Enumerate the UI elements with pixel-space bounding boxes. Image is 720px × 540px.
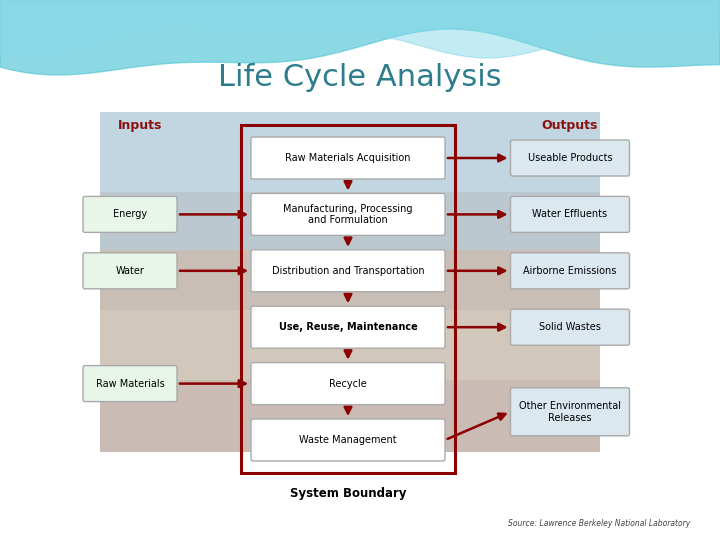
FancyBboxPatch shape: [251, 137, 445, 179]
Text: Other Environmental
Releases: Other Environmental Releases: [519, 401, 621, 423]
Bar: [241, 125, 455, 473]
Bar: [100, 250, 600, 310]
FancyBboxPatch shape: [251, 193, 445, 235]
FancyBboxPatch shape: [510, 140, 629, 176]
Text: Source: Lawrence Berkeley National Laboratory: Source: Lawrence Berkeley National Labor…: [508, 519, 690, 528]
FancyBboxPatch shape: [83, 197, 177, 232]
FancyBboxPatch shape: [83, 253, 177, 289]
FancyBboxPatch shape: [510, 197, 629, 232]
FancyBboxPatch shape: [510, 309, 629, 345]
FancyBboxPatch shape: [83, 366, 177, 402]
Text: System Boundary: System Boundary: [289, 487, 406, 500]
Text: Recycle: Recycle: [329, 379, 367, 389]
FancyBboxPatch shape: [510, 253, 629, 289]
Bar: [100, 310, 600, 380]
Text: Raw Materials Acquisition: Raw Materials Acquisition: [285, 153, 410, 163]
Text: Energy: Energy: [113, 210, 147, 219]
Text: Solid Wastes: Solid Wastes: [539, 322, 601, 332]
FancyBboxPatch shape: [251, 250, 445, 292]
Text: Outputs: Outputs: [542, 119, 598, 132]
Bar: [100, 192, 600, 250]
Text: Useable Products: Useable Products: [528, 153, 612, 163]
Text: Use, Reuse, Maintenance: Use, Reuse, Maintenance: [279, 322, 418, 332]
Text: Water: Water: [116, 266, 145, 276]
Text: Life Cycle Analysis: Life Cycle Analysis: [218, 64, 502, 92]
Text: Manufacturing, Processing
and Formulation: Manufacturing, Processing and Formulatio…: [283, 204, 413, 225]
Text: Water Effluents: Water Effluents: [532, 210, 608, 219]
Bar: [100, 380, 600, 452]
FancyBboxPatch shape: [251, 419, 445, 461]
Bar: [100, 112, 600, 192]
Text: Waste Management: Waste Management: [300, 435, 397, 445]
Polygon shape: [0, 0, 720, 75]
Text: Raw Materials: Raw Materials: [96, 379, 164, 389]
Text: Distribution and Transportation: Distribution and Transportation: [271, 266, 424, 276]
FancyBboxPatch shape: [251, 362, 445, 404]
FancyBboxPatch shape: [251, 306, 445, 348]
Polygon shape: [0, 0, 720, 58]
Bar: [100, 112, 600, 452]
Text: Inputs: Inputs: [118, 119, 162, 132]
Text: Airborne Emissions: Airborne Emissions: [523, 266, 617, 276]
FancyBboxPatch shape: [510, 388, 629, 436]
